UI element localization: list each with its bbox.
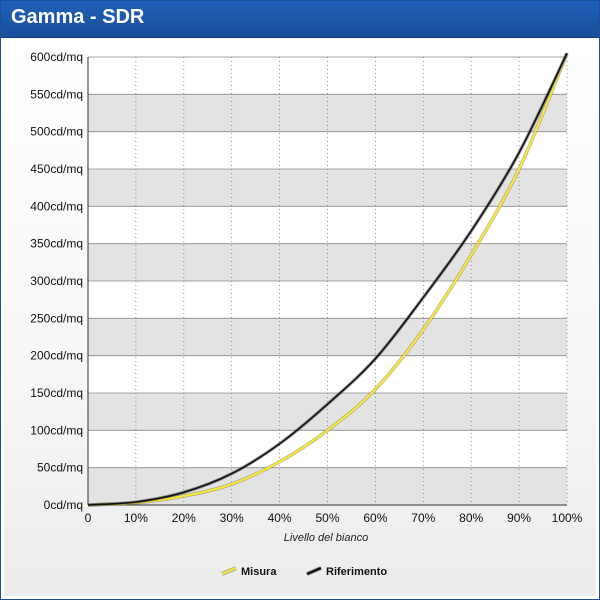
- legend: Misura Riferimento: [221, 566, 387, 578]
- series-line-misura: [87, 52, 569, 507]
- plot-band: [88, 169, 567, 207]
- series-line-riferimento: [87, 52, 568, 506]
- y-tick-label: 150cd/mq: [30, 386, 83, 400]
- x-tick-label: 100%: [552, 511, 583, 525]
- x-tick-labels: 0 10% 20% 30% 40% 50% 60% 70% 80% 90% 100%: [85, 511, 583, 525]
- x-tick-label: 20%: [172, 511, 196, 525]
- header-bar: Gamma - SDR: [1, 1, 599, 38]
- x-tick-label: 70%: [411, 511, 435, 525]
- y-tick-label: 400cd/mq: [30, 199, 83, 213]
- legend-swatch-misura: [221, 566, 237, 576]
- y-tick-label: 550cd/mq: [30, 87, 83, 101]
- x-tick-label: 10%: [124, 511, 148, 525]
- chart-title: Gamma - SDR: [11, 6, 145, 28]
- x-tick-label: 30%: [220, 511, 244, 525]
- y-tick-label: 450cd/mq: [30, 162, 83, 176]
- series-lines: [87, 52, 569, 507]
- y-tick-label: 0cd/mq: [44, 498, 83, 512]
- x-tick-label: 50%: [315, 511, 339, 525]
- x-tick-label: 80%: [459, 511, 483, 525]
- x-tick-label: 90%: [507, 511, 531, 525]
- chart-panel: 0cd/mq 50cd/mq 100cd/mq 150cd/mq 200cd/mq 250…: [4, 39, 596, 596]
- gamma-chart: 0cd/mq 50cd/mq 100cd/mq 150cd/mq 200cd/mq 250…: [30, 50, 583, 578]
- y-tick-label: 50cd/mq: [37, 461, 83, 475]
- y-tick-labels: 0cd/mq 50cd/mq 100cd/mq 150cd/mq 200cd/mq 250…: [30, 50, 83, 512]
- legend-swatch-riferimento: [306, 566, 322, 576]
- plot-band: [88, 94, 567, 132]
- legend-label-misura: Misura: [241, 566, 277, 578]
- y-tick-label: 500cd/mq: [30, 125, 83, 139]
- axes: [87, 57, 567, 506]
- y-tick-label: 600cd/mq: [30, 50, 83, 64]
- legend-label-riferimento: Riferimento: [326, 566, 387, 578]
- y-tick-label: 300cd/mq: [30, 274, 83, 288]
- plot-band: [88, 393, 567, 431]
- x-tick-label: 60%: [363, 511, 387, 525]
- y-tick-label: 100cd/mq: [30, 423, 83, 437]
- x-tick-label: 0: [85, 511, 92, 525]
- y-tick-label: 250cd/mq: [30, 311, 83, 325]
- x-axis-label: Livello del bianco: [284, 532, 368, 544]
- y-tick-label: 200cd/mq: [30, 349, 83, 363]
- x-tick-label: 40%: [268, 511, 292, 525]
- y-tick-label: 350cd/mq: [30, 237, 83, 251]
